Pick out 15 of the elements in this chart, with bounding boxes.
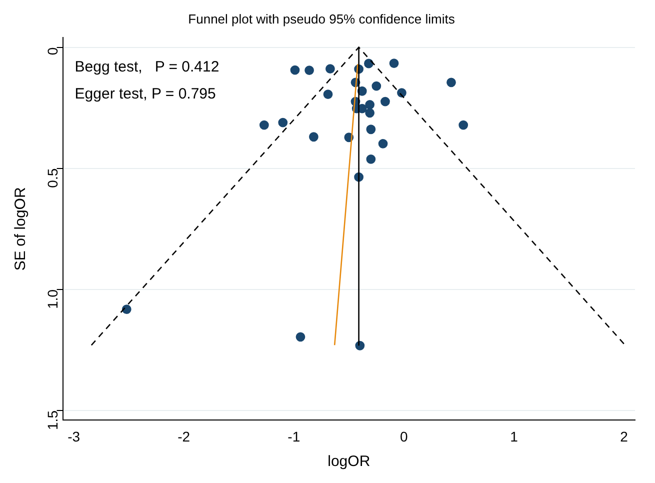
x-tick-label: 1 [510, 428, 518, 444]
y-axis-title: SE of logOR [12, 187, 30, 271]
x-tick-label: -1 [288, 428, 300, 444]
x-tick-label: 0 [400, 428, 408, 444]
y-tick-label: 0 [44, 47, 61, 56]
annotation: Begg test, P = 0.412 [74, 58, 220, 76]
annotation: Egger test, P = 0.795 [74, 86, 216, 103]
x-axis-title: logOR [328, 453, 370, 470]
y-tick-label: 1.0 [44, 289, 61, 309]
x-tick-label: -2 [178, 428, 190, 444]
x-tick-label: 2 [620, 428, 628, 444]
chart-title: Funnel plot with pseudo 95% confidence limits [188, 11, 456, 26]
x-tick-label: -3 [68, 428, 80, 444]
y-tick-label: 0.5 [44, 168, 61, 188]
y-tick-label: 1.5 [44, 410, 61, 430]
